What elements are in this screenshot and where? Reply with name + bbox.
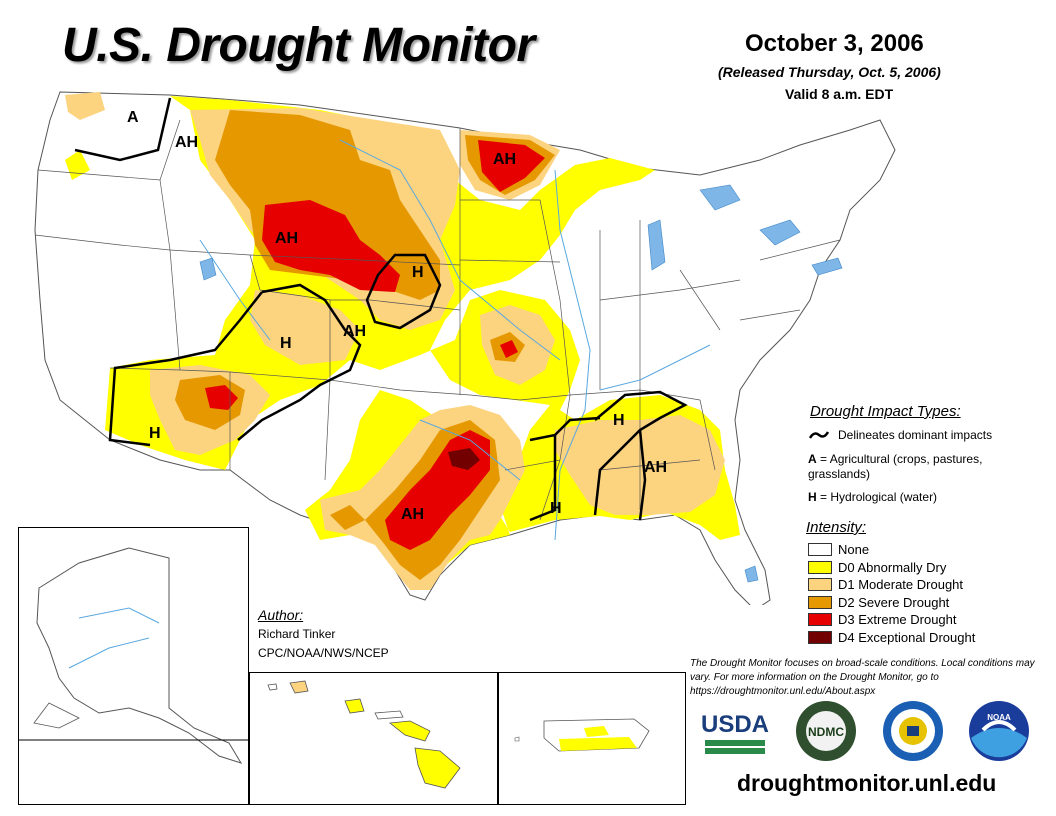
region-label: AH [343, 323, 366, 340]
alaska-map [19, 547, 248, 764]
legend-label: D3 Extreme Drought [838, 612, 957, 628]
legend-item: None [808, 541, 975, 559]
lakes [199, 184, 843, 583]
logo-row: USDA NDMC NOAA [700, 700, 1040, 772]
hawaii-inset [249, 672, 498, 805]
region-label: A [127, 109, 139, 126]
map-date: October 3, 2006 [745, 30, 924, 57]
rivers [199, 139, 711, 541]
state-lines [34, 119, 841, 521]
legend-item: D3 Extreme Drought [808, 611, 975, 629]
legend-label: None [838, 542, 870, 558]
legend-swatch [808, 630, 832, 644]
legend-swatch [808, 578, 832, 592]
alaska-inset [18, 527, 249, 805]
legend-item: D1 Moderate Drought [808, 576, 975, 594]
region-label: AH [275, 230, 298, 247]
author-organization: CPC/NOAA/NWS/NCEP [258, 646, 389, 660]
region-labels: A AH AH AH H H AH H AH H AH H [127, 109, 667, 523]
hy-key: H [808, 490, 817, 504]
website-url[interactable]: droughtmonitor.unl.edu [737, 770, 997, 796]
valid-time: Valid 8 a.m. EDT [785, 86, 894, 102]
map-title: U.S. Drought Monitor [62, 19, 535, 72]
noaa-logo: NOAA [969, 701, 1029, 761]
region-label: H [550, 500, 562, 517]
ag-key: A [808, 452, 817, 466]
hydrological-legend: H = Hydrological (water) [808, 490, 937, 504]
author-heading: Author: [258, 607, 304, 623]
legend-swatch [808, 543, 832, 557]
region-label: H [412, 264, 424, 281]
intensity-legend: None D0 Abnormally Dry D1 Moderate Droug… [808, 541, 975, 646]
noaa-logo-text: NOAA [987, 713, 1011, 722]
legend-swatch [808, 560, 832, 574]
region-label: AH [493, 151, 516, 168]
agricultural-legend: A = Agricultural (crops, pastures, grass… [808, 452, 1028, 482]
legend-item: D0 Abnormally Dry [808, 559, 975, 577]
usda-logo: USDA [701, 711, 769, 754]
release-date: (Released Thursday, Oct. 5, 2006) [718, 64, 941, 80]
usda-logo-text: USDA [701, 711, 769, 738]
region-label: H [280, 335, 292, 352]
puerto-rico-inset [498, 672, 686, 805]
legend-label: D1 Moderate Drought [838, 577, 964, 593]
hawaii-map [267, 680, 461, 789]
legend-item: D4 Exceptional Drought [808, 629, 975, 647]
impact-lines [74, 97, 688, 522]
commerce-seal-icon [883, 701, 943, 761]
legend-label: D4 Exceptional Drought [838, 629, 976, 645]
region-label: H [613, 412, 625, 429]
intensity-legend-heading: Intensity: [806, 519, 867, 536]
region-label: AH [644, 459, 667, 476]
region-label: AH [401, 506, 424, 523]
puerto-rico-map [514, 718, 650, 752]
legend-label: D2 Severe Drought [838, 594, 950, 610]
region-label: AH [175, 134, 198, 151]
hy-description: = Hydrological (water) [820, 490, 938, 504]
author-name: Richard Tinker [258, 627, 336, 641]
impact-line-icon [808, 431, 830, 439]
d4-areas [448, 448, 480, 470]
ag-description: = Agricultural (crops, pastures, grassla… [808, 452, 983, 481]
legend-swatch [808, 613, 832, 627]
legend-label: D0 Abnormally Dry [838, 559, 947, 575]
disclaimer-text: The Drought Monitor focuses on broad-sca… [690, 658, 1035, 697]
region-label: H [149, 425, 161, 442]
ndmc-logo: NDMC [796, 701, 856, 761]
impact-line-label: Delineates dominant impacts [838, 428, 993, 442]
ndmc-logo-text: NDMC [808, 725, 844, 739]
legend-swatch [808, 595, 832, 609]
legend-item: D2 Severe Drought [808, 594, 975, 612]
conus-drought-map: A AH AH AH H H AH H AH H AH H [34, 91, 896, 605]
impact-line-legend: Delineates dominant impacts [808, 428, 992, 442]
impact-legend-heading: Drought Impact Types: [810, 403, 961, 420]
